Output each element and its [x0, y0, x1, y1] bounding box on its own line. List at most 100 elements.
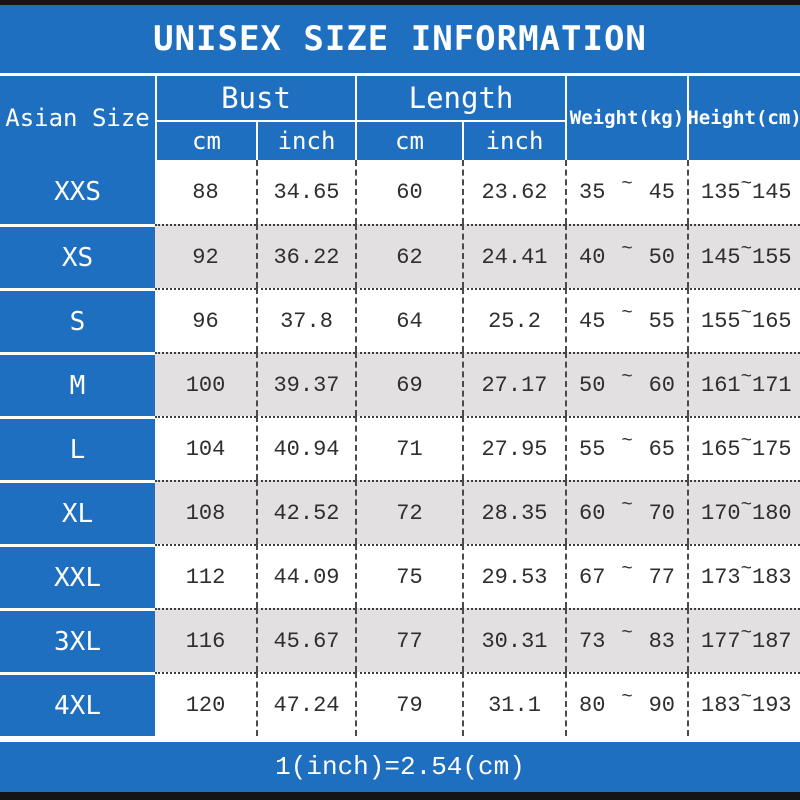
size-cell: XXL [0, 544, 155, 608]
weight-max: 55 [648, 308, 675, 334]
tilde-symbol: ~ [740, 430, 753, 452]
weight-max: 65 [648, 436, 675, 462]
bust-cm-cell: 108 [155, 480, 256, 544]
bust-cm-cell: 100 [155, 352, 256, 416]
height-min: 170 [701, 500, 741, 526]
length-inch-cell: 31.1 [462, 672, 565, 736]
tilde-symbol: ~ [740, 622, 753, 644]
size-cell: XXS [0, 160, 155, 224]
table-row-m: M 100 39.37 69 27.17 50 ~60 161 ~171 [0, 352, 800, 416]
length-inch-cell: 24.41 [462, 224, 565, 288]
weight-range-cell: 45 ~55 [565, 288, 687, 352]
tilde-symbol: ~ [621, 173, 633, 195]
height-max: 183 [752, 564, 792, 590]
weight-range-cell: 55 ~65 [565, 416, 687, 480]
weight-range-cell: 40 ~50 [565, 224, 687, 288]
weight-max: 83 [648, 628, 675, 654]
height-range-cell: 173 ~183 [687, 544, 800, 608]
tilde-symbol: ~ [740, 366, 753, 388]
length-inch-cell: 29.53 [462, 544, 565, 608]
height-min: 183 [701, 692, 741, 718]
tilde-symbol: ~ [740, 173, 753, 195]
length-cm-cell: 60 [355, 160, 462, 224]
height-max: 187 [752, 628, 792, 654]
length-inch-cell: 27.17 [462, 352, 565, 416]
size-cell: M [0, 352, 155, 416]
weight-min: 55 [579, 436, 606, 462]
length-cm-cell: 79 [355, 672, 462, 736]
weight-max: 77 [648, 564, 675, 590]
tilde-symbol: ~ [621, 302, 633, 324]
height-range-cell: 165 ~175 [687, 416, 800, 480]
weight-range-cell: 35 ~45 [565, 160, 687, 224]
weight-min: 50 [579, 372, 606, 398]
height-min: 135 [701, 179, 741, 205]
bust-cm-cell: 96 [155, 288, 256, 352]
bust-inch-cell: 36.22 [256, 224, 355, 288]
height-range-cell: 183 ~193 [687, 672, 800, 736]
table-body: XXS 88 34.65 60 23.62 35 ~45 135 ~145 XS 9… [0, 160, 800, 736]
length-inch-cell: 30.31 [462, 608, 565, 672]
size-cell: 4XL [0, 672, 155, 736]
weight-min: 80 [579, 692, 606, 718]
table-row-s: S 96 37.8 64 25.2 45 ~55 155 ~165 [0, 288, 800, 352]
height-max: 171 [752, 372, 792, 398]
weight-range-cell: 50 ~60 [565, 352, 687, 416]
length-cm-cell: 72 [355, 480, 462, 544]
gap-strip [0, 736, 800, 742]
tilde-symbol: ~ [621, 430, 633, 452]
tilde-symbol: ~ [621, 366, 633, 388]
table-row-xl: XL 108 42.52 72 28.35 60 ~70 170 ~180 [0, 480, 800, 544]
weight-min: 73 [579, 628, 606, 654]
height-max: 155 [752, 244, 792, 270]
tilde-symbol: ~ [740, 302, 753, 324]
header-asian-size: Asian Size [5, 104, 150, 132]
weight-min: 60 [579, 500, 606, 526]
length-cm-cell: 75 [355, 544, 462, 608]
header-bust-cm: cm [155, 120, 256, 160]
header-weight: Weight(kg) [565, 76, 687, 160]
weight-max: 45 [648, 179, 675, 205]
table-row-xxs: XXS 88 34.65 60 23.62 35 ~45 135 ~145 [0, 160, 800, 224]
bust-cm-cell: 92 [155, 224, 256, 288]
footer-band: 1(inch)=2.54(cm) [0, 742, 800, 792]
length-cm-cell: 62 [355, 224, 462, 288]
weight-min: 67 [579, 564, 606, 590]
height-min: 173 [701, 564, 741, 590]
length-inch-cell: 25.2 [462, 288, 565, 352]
height-min: 145 [701, 244, 741, 270]
height-max: 165 [752, 308, 792, 334]
bust-inch-cell: 39.37 [256, 352, 355, 416]
size-cell: S [0, 288, 155, 352]
bust-inch-cell: 34.65 [256, 160, 355, 224]
height-range-cell: 135 ~145 [687, 160, 800, 224]
height-max: 180 [752, 500, 792, 526]
length-cm-cell: 69 [355, 352, 462, 416]
size-cell: XS [0, 224, 155, 288]
bust-cm-cell: 120 [155, 672, 256, 736]
bust-cm-cell: 104 [155, 416, 256, 480]
length-inch-cell: 27.95 [462, 416, 565, 480]
bust-inch-cell: 40.94 [256, 416, 355, 480]
height-max: 145 [752, 179, 792, 205]
tilde-symbol: ~ [740, 494, 753, 516]
bust-inch-cell: 45.67 [256, 608, 355, 672]
tilde-symbol: ~ [621, 238, 633, 260]
height-min: 165 [701, 436, 741, 462]
bottom-black-bar [0, 792, 800, 800]
table-row-xxl: XXL 112 44.09 75 29.53 67 ~77 173 ~183 [0, 544, 800, 608]
height-range-cell: 177 ~187 [687, 608, 800, 672]
weight-min: 35 [579, 179, 606, 205]
tilde-symbol: ~ [621, 558, 633, 580]
header-height: Height(cm) [687, 76, 800, 160]
tilde-symbol: ~ [621, 686, 633, 708]
weight-min: 40 [579, 244, 606, 270]
weight-range-cell: 80 ~90 [565, 672, 687, 736]
height-min: 177 [701, 628, 741, 654]
height-min: 155 [701, 308, 741, 334]
weight-max: 60 [648, 372, 675, 398]
height-range-cell: 145 ~155 [687, 224, 800, 288]
length-inch-cell: 23.62 [462, 160, 565, 224]
table-row-3xl: 3XL 116 45.67 77 30.31 73 ~83 177 ~187 [0, 608, 800, 672]
tilde-symbol: ~ [621, 494, 633, 516]
